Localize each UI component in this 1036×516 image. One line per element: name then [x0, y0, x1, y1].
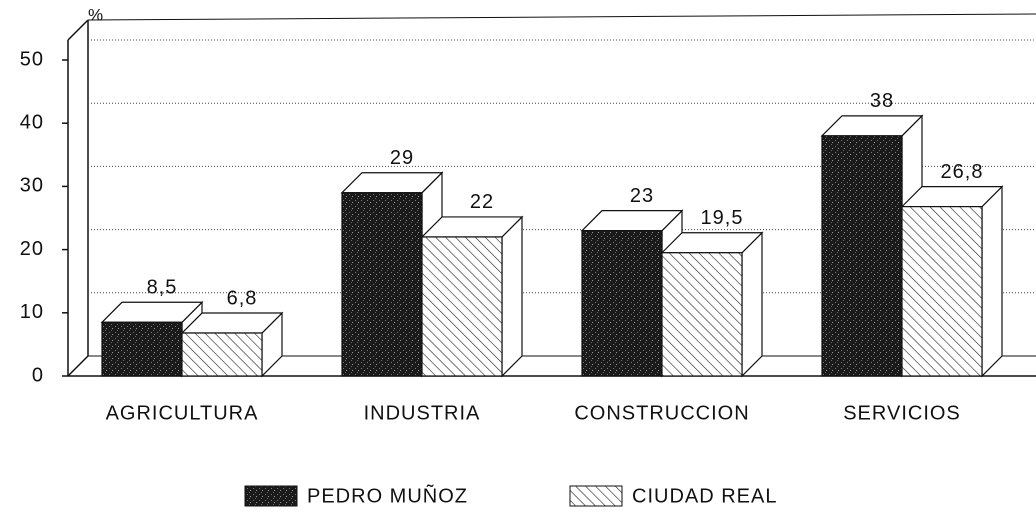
bar-front — [341, 192, 423, 377]
bar-side — [501, 215, 523, 378]
value-label: 38 — [870, 90, 894, 112]
value-label: 22 — [470, 191, 494, 213]
legend-label: PEDRO MUÑOZ — [307, 483, 468, 507]
bar — [660, 231, 764, 378]
value-label: 8,5 — [147, 277, 178, 299]
bar-front — [661, 252, 743, 377]
x-tick-label: AGRICULTURA — [106, 402, 259, 424]
legend-swatch — [244, 485, 298, 507]
bar-front — [901, 206, 983, 377]
legend-label: CIUDAD REAL — [632, 485, 777, 507]
value-label: 29 — [390, 147, 414, 169]
value-label: 26,8 — [941, 161, 984, 183]
bar-side — [741, 231, 763, 378]
bar-front — [181, 332, 263, 377]
back-top — [87, 13, 1036, 21]
y-tick-label: 10 — [20, 301, 44, 323]
y-tick-label: 30 — [20, 175, 44, 197]
bar-front — [821, 135, 903, 377]
bar-front — [421, 236, 503, 377]
x-tick-label: SERVICIOS — [843, 402, 961, 424]
bar-side — [981, 185, 1003, 378]
bar-front — [581, 230, 663, 377]
x-tick-label: INDUSTRIA — [364, 402, 481, 424]
y-tick-label: 50 — [20, 48, 44, 70]
y-tick-label: 20 — [20, 238, 44, 260]
bar — [420, 215, 524, 378]
bar — [180, 311, 284, 378]
x-tick-label: CONSTRUCCION — [574, 402, 749, 424]
bar-front — [101, 321, 183, 377]
legend-swatch — [569, 485, 623, 507]
y-tick-label: 40 — [20, 111, 44, 133]
value-label: 23 — [630, 185, 654, 207]
bar — [100, 300, 204, 378]
value-label: 19,5 — [701, 207, 744, 229]
bar — [900, 185, 1004, 378]
y-axis-3d — [67, 19, 89, 41]
back-wall — [67, 20, 89, 377]
y-tick-label: 0 — [32, 364, 44, 386]
value-label: 6,8 — [227, 287, 258, 309]
y-unit: % — [88, 5, 104, 24]
